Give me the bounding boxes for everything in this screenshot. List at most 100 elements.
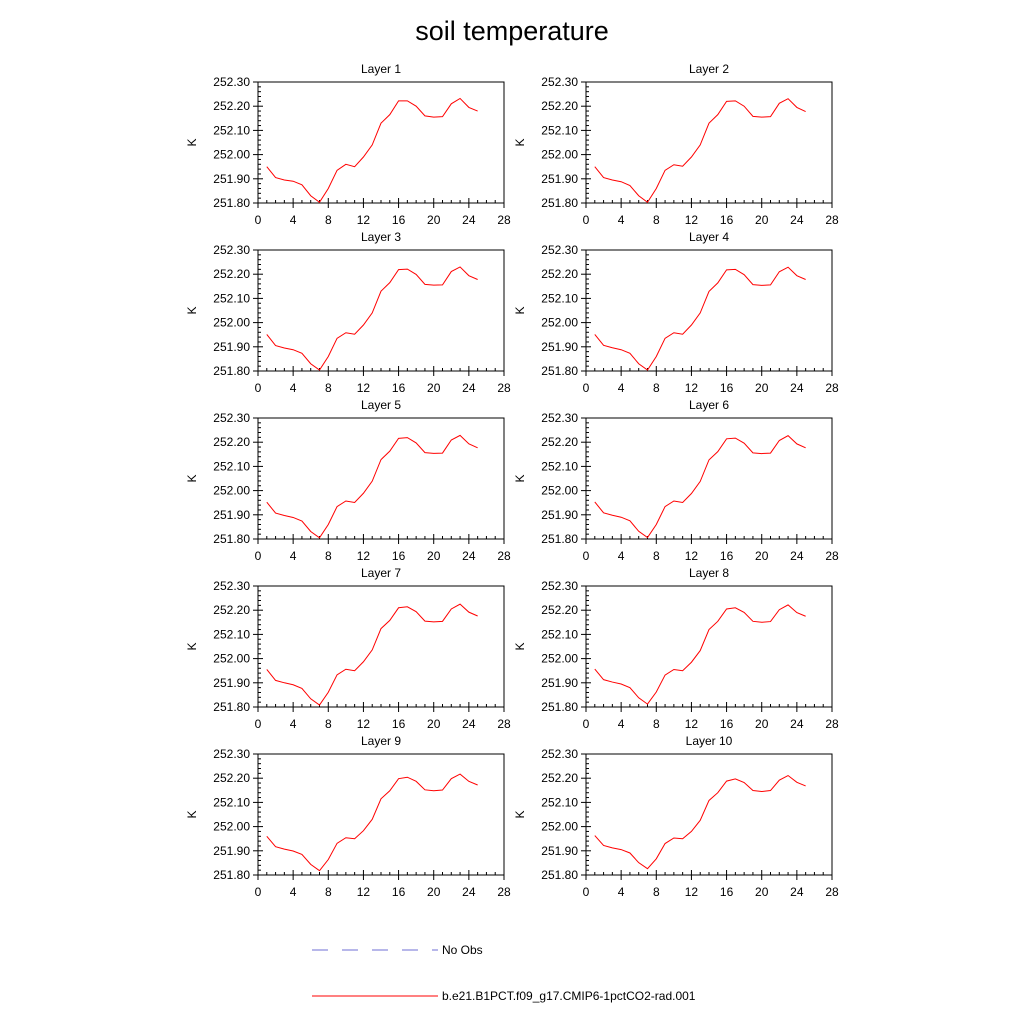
panel-frame: [585, 81, 833, 204]
series-line: [594, 604, 806, 705]
y-tick-label: 252.20: [541, 99, 578, 113]
y-tick-label: 251.90: [541, 172, 578, 186]
y-tick-label: 252.00: [541, 652, 578, 666]
panel-frame: [257, 81, 505, 204]
panel-title: Layer 2: [689, 62, 729, 76]
y-tick-label: 252.10: [213, 123, 250, 137]
series-line: [594, 774, 806, 870]
panel-layer-1: Layer 1 251.80 251.90 252.00 252.10 252.20 252…: [185, 62, 511, 227]
x-tick-label: 0: [583, 213, 590, 227]
y-axis-label: K: [513, 306, 527, 314]
x-tick-label: 28: [497, 717, 511, 731]
panel-layer-2: Layer 2 251.80 251.90 252.00 252.10 252.20 252…: [513, 62, 839, 227]
x-tick-label: 20: [427, 549, 441, 563]
x-tick-label: 16: [720, 717, 734, 731]
x-tick-label: 12: [685, 717, 699, 731]
y-tick-label: 251.90: [541, 844, 578, 858]
x-tick-label: 0: [583, 885, 590, 899]
y-tick-label: 251.80: [213, 868, 250, 882]
y-tick-label: 251.80: [541, 364, 578, 378]
x-tick-label: 16: [720, 549, 734, 563]
panel-frame: [585, 249, 833, 372]
series-line: [266, 434, 478, 539]
x-tick-label: 12: [685, 213, 699, 227]
x-tick-label: 0: [583, 549, 590, 563]
y-tick-label: 252.00: [541, 148, 578, 162]
x-tick-label: 24: [462, 213, 476, 227]
legend-label-1: No Obs: [442, 943, 483, 957]
x-tick-label: 8: [325, 213, 332, 227]
x-tick-label: 28: [497, 885, 511, 899]
panel-title: Layer 3: [361, 230, 401, 244]
y-tick-label: 251.80: [541, 700, 578, 714]
panel-frame: [585, 585, 833, 708]
panel-layer-4: Layer 4 251.80 251.90 252.00 252.10 252.20 252…: [513, 230, 839, 395]
panel-layer-6: Layer 6 251.80 251.90 252.00 252.10 252.20 252…: [513, 398, 839, 563]
y-tick-label: 252.10: [213, 459, 250, 473]
x-tick-label: 24: [462, 381, 476, 395]
x-tick-label: 8: [325, 885, 332, 899]
y-tick-label: 252.10: [213, 291, 250, 305]
y-tick-label: 252.20: [213, 99, 250, 113]
panel-layer-9: Layer 9 251.80 251.90 252.00 252.10 252.20 252…: [185, 734, 511, 899]
y-tick-label: 251.90: [541, 676, 578, 690]
panel-title: Layer 4: [689, 230, 729, 244]
y-tick-label: 251.80: [213, 364, 250, 378]
x-tick-label: 12: [357, 885, 371, 899]
x-tick-label: 4: [618, 717, 625, 731]
x-tick-label: 0: [583, 381, 590, 395]
panel-layer-7: Layer 7 251.80 251.90 252.00 252.10 252.20 252…: [185, 566, 511, 731]
x-tick-label: 24: [790, 717, 804, 731]
y-tick-label: 252.10: [541, 291, 578, 305]
y-tick-label: 251.80: [541, 868, 578, 882]
series-line: [266, 266, 478, 371]
panel-layer-10: Layer 10 251.80 251.90 252.00 252.10 252.20 25…: [513, 734, 839, 899]
y-tick-label: 251.90: [213, 844, 250, 858]
series-line: [594, 266, 806, 371]
y-tick-label: 252.00: [213, 316, 250, 330]
y-tick-label: 252.30: [213, 243, 250, 257]
y-tick-label: 252.20: [213, 435, 250, 449]
x-tick-label: 28: [825, 549, 839, 563]
panel-frame: [257, 585, 505, 708]
x-tick-label: 28: [825, 885, 839, 899]
x-tick-label: 4: [618, 885, 625, 899]
y-tick-label: 252.00: [213, 820, 250, 834]
series-line: [266, 773, 478, 872]
y-axis-label: K: [185, 474, 199, 482]
y-tick-label: 252.00: [213, 484, 250, 498]
y-tick-label: 251.90: [213, 676, 250, 690]
y-tick-label: 252.10: [541, 627, 578, 641]
x-tick-label: 0: [255, 885, 262, 899]
legend-label-2: b.e21.B1PCT.f09_g17.CMIP6-1pctCO2-rad.00…: [442, 989, 696, 1003]
y-tick-label: 252.30: [541, 75, 578, 89]
y-tick-label: 252.20: [541, 603, 578, 617]
figure-title: soil temperature: [415, 16, 609, 46]
x-tick-label: 8: [653, 213, 660, 227]
x-tick-label: 8: [325, 717, 332, 731]
y-tick-label: 251.80: [541, 532, 578, 546]
x-tick-label: 16: [392, 549, 406, 563]
x-tick-label: 0: [255, 717, 262, 731]
x-tick-label: 8: [325, 381, 332, 395]
y-axis-label: K: [185, 306, 199, 314]
x-tick-label: 8: [653, 381, 660, 395]
y-tick-label: 252.30: [213, 75, 250, 89]
panel-frame: [257, 249, 505, 372]
y-tick-label: 252.30: [213, 747, 250, 761]
y-tick-label: 252.10: [213, 795, 250, 809]
x-tick-label: 12: [357, 381, 371, 395]
x-tick-label: 28: [497, 549, 511, 563]
y-tick-label: 252.10: [541, 459, 578, 473]
y-tick-label: 251.90: [213, 340, 250, 354]
x-tick-label: 16: [392, 717, 406, 731]
legend: No Obs b.e21.B1PCT.f09_g17.CMIP6-1pctCO2-…: [312, 943, 696, 1003]
y-tick-label: 251.80: [213, 700, 250, 714]
y-axis-label: K: [513, 810, 527, 818]
y-tick-label: 252.00: [213, 148, 250, 162]
x-tick-label: 16: [720, 213, 734, 227]
x-tick-label: 20: [755, 717, 769, 731]
y-axis-label: K: [513, 642, 527, 650]
x-tick-label: 0: [255, 213, 262, 227]
x-tick-label: 16: [392, 213, 406, 227]
